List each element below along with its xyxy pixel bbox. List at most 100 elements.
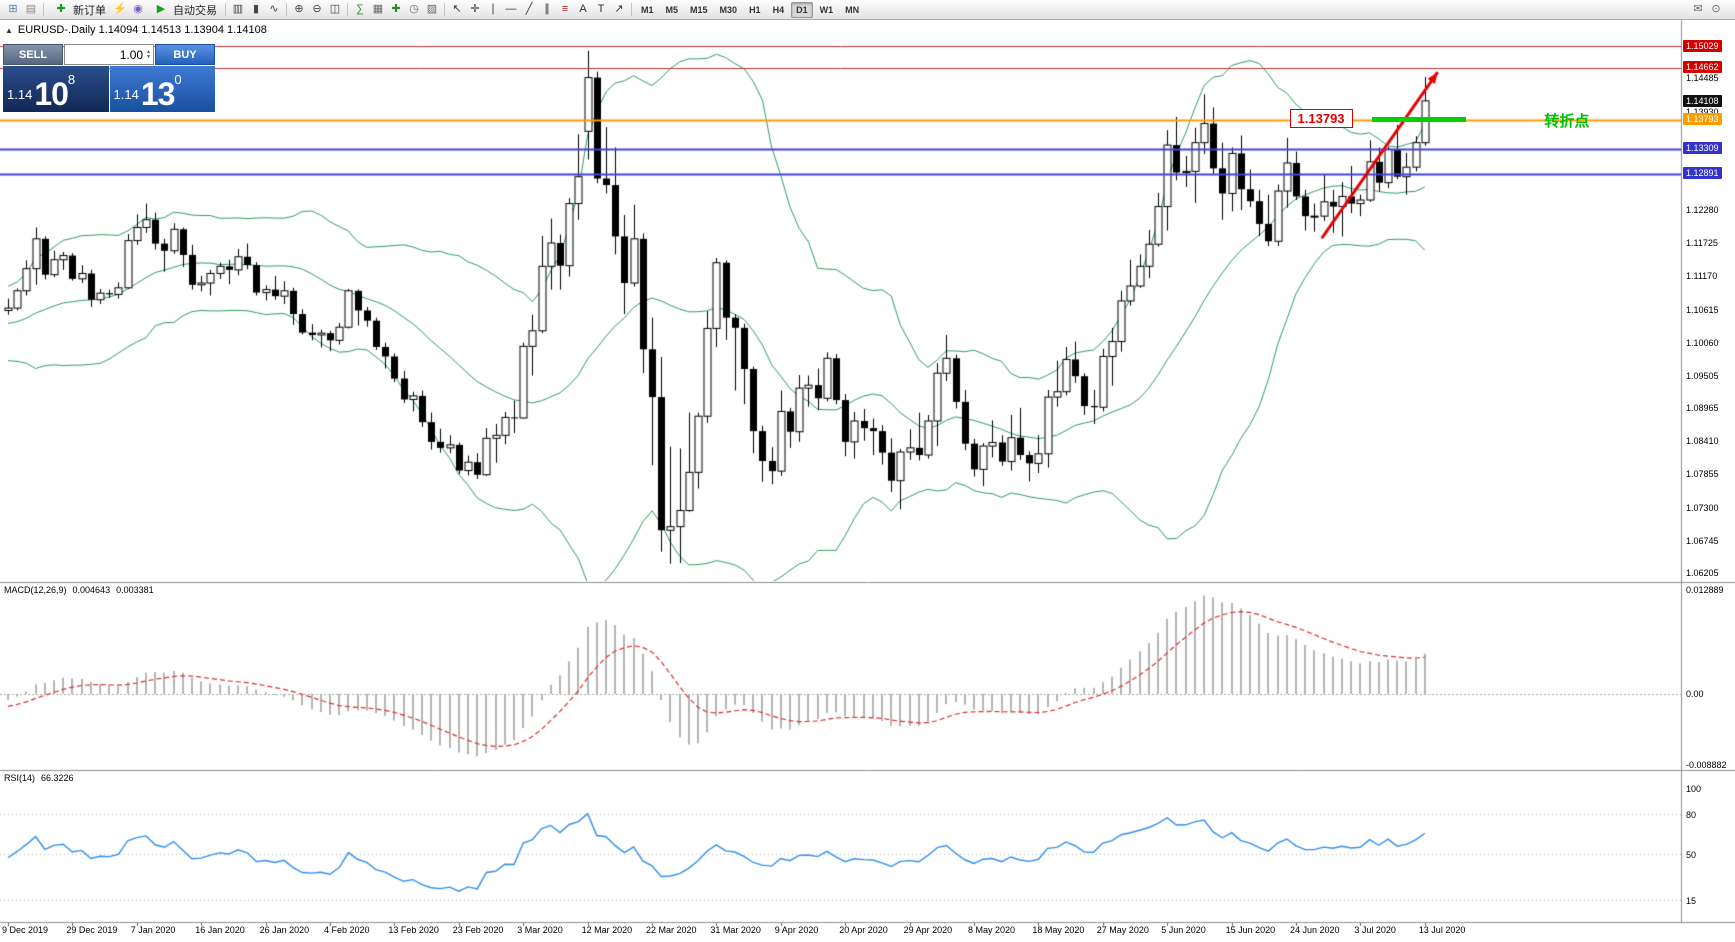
crosshair-icon[interactable]: ✛ bbox=[470, 3, 480, 15]
timeframe-h4[interactable]: H4 bbox=[772, 4, 785, 15]
date-label: 29 Dec 2019 bbox=[66, 925, 118, 935]
equidistant-channel-icon[interactable]: ∥ bbox=[544, 3, 550, 15]
toolbar-right: ✉ ⊙ bbox=[1689, 2, 1731, 18]
date-label: 27 May 2020 bbox=[1096, 925, 1149, 935]
date-label: 12 Mar 2020 bbox=[581, 925, 633, 935]
candlestick-chart-icon[interactable]: ▮ bbox=[252, 3, 260, 15]
volume-input[interactable]: 1.00 ▲ ▼ bbox=[64, 44, 154, 65]
one-click-toggle-icon[interactable]: ▲ bbox=[5, 25, 13, 35]
fibonacci-icon[interactable]: ≡ bbox=[561, 3, 569, 15]
date-label: 9 Apr 2020 bbox=[774, 925, 819, 935]
timeframe-m15[interactable]: M15 bbox=[690, 4, 708, 15]
macd-scale-label: 0.012889 bbox=[1686, 585, 1724, 595]
sell-price-panel[interactable]: 1.14 10 8 bbox=[3, 66, 109, 112]
macd-name: MACD(12,26,9) bbox=[4, 585, 67, 595]
zoom-in-icon[interactable]: ⊕ bbox=[294, 3, 304, 15]
horizontal-line-icon[interactable]: ― bbox=[505, 3, 517, 15]
sell-price-prefix: 1.14 bbox=[7, 87, 33, 102]
sell-price-sup: 8 bbox=[67, 72, 76, 87]
date-label: 26 Jan 2020 bbox=[259, 925, 310, 935]
bar-chart-icon[interactable]: ▥ bbox=[232, 3, 244, 15]
date-label: 23 Feb 2020 bbox=[452, 925, 504, 935]
date-label: 4 Feb 2020 bbox=[324, 925, 370, 935]
timeframe-m5[interactable]: M5 bbox=[665, 4, 679, 15]
periods-icon[interactable]: ◷ bbox=[409, 3, 419, 15]
sell-button[interactable]: SELL bbox=[3, 44, 63, 65]
new-order-button[interactable]: ✚ 新订单 bbox=[47, 2, 111, 18]
line-chart-icon[interactable]: ∿ bbox=[269, 3, 279, 15]
buy-price-prefix: 1.14 bbox=[113, 87, 139, 102]
arrows-icon[interactable]: ↗ bbox=[614, 3, 624, 15]
price-scale-badge: 1.14108 bbox=[1683, 94, 1722, 107]
new-chart-icon[interactable]: ⊞ bbox=[8, 3, 18, 15]
rsi-name: RSI(14) bbox=[4, 773, 36, 783]
price-scale-label: 1.06745 bbox=[1686, 535, 1719, 546]
price-scale-label: 1.06205 bbox=[1686, 567, 1719, 578]
toolbar-separator bbox=[225, 3, 226, 16]
date-label: 8 May 2020 bbox=[968, 925, 1016, 935]
timeframe-m1[interactable]: M1 bbox=[641, 4, 654, 15]
new-order-button-label: 新订单 bbox=[73, 4, 106, 17]
price-scale-badge: 1.12891 bbox=[1683, 167, 1722, 180]
cursor-icon[interactable]: ↖ bbox=[452, 3, 462, 15]
date-label: 31 Mar 2020 bbox=[710, 925, 761, 935]
sell-price-big: 10 bbox=[34, 75, 69, 112]
date-label: 15 Jun 2020 bbox=[1225, 925, 1276, 935]
data-window-icon[interactable]: ▦ bbox=[372, 3, 384, 15]
rsi-scale-label: 100 bbox=[1686, 783, 1702, 794]
date-label: 3 Mar 2020 bbox=[517, 925, 563, 935]
price-scale-label: 1.11170 bbox=[1686, 271, 1718, 282]
price-scale-label: 1.07855 bbox=[1686, 469, 1719, 480]
price-scale-label: 1.08410 bbox=[1686, 436, 1719, 447]
price-scale-label: 1.13930 bbox=[1686, 106, 1719, 117]
toolbar-separator bbox=[631, 3, 632, 16]
timeframe-w1[interactable]: W1 bbox=[819, 4, 834, 15]
mql5-community-icon[interactable]: ◉ bbox=[133, 3, 143, 15]
text-icon[interactable]: A bbox=[579, 3, 587, 15]
price-scale-label: 1.09505 bbox=[1686, 370, 1719, 381]
strategy-tester-icon[interactable]: ⚡ bbox=[113, 3, 127, 15]
date-label: 9 Dec 2019 bbox=[2, 925, 49, 935]
templates-icon[interactable]: ▨ bbox=[426, 3, 438, 15]
rsi-scale-label: 50 bbox=[1686, 849, 1697, 860]
timeframe-mn[interactable]: MN bbox=[845, 4, 860, 15]
indicators-list-icon[interactable]: ∑ bbox=[356, 3, 364, 15]
chat-icon[interactable]: ✉ bbox=[1693, 3, 1703, 15]
autotrading-icon: ▶ bbox=[156, 3, 166, 15]
timeframe-d1[interactable]: D1 bbox=[791, 1, 813, 18]
timeframe-h1[interactable]: H1 bbox=[749, 4, 761, 15]
price-scale-badge: 1.13309 bbox=[1683, 142, 1722, 155]
price-scale-badge: 1.15029 bbox=[1683, 39, 1722, 52]
tile-windows-icon[interactable]: ◫ bbox=[329, 3, 341, 15]
vertical-line-icon[interactable]: ∣ bbox=[490, 3, 496, 15]
pivot-price-label[interactable]: 1.13793 bbox=[1289, 108, 1353, 128]
rsi-scale-label: 15 bbox=[1686, 895, 1697, 906]
spinner-down-icon[interactable]: ▼ bbox=[146, 53, 151, 60]
pivot-highlight-segment[interactable] bbox=[1372, 117, 1467, 123]
profiles-icon[interactable]: ▤ bbox=[25, 3, 37, 15]
price-scale-label: 1.08965 bbox=[1686, 403, 1719, 414]
date-label: 5 Jun 2020 bbox=[1161, 925, 1206, 935]
volume-value: 1.00 bbox=[119, 47, 144, 62]
volume-spinner[interactable]: ▲ ▼ bbox=[146, 48, 151, 60]
date-label: 20 Apr 2020 bbox=[839, 925, 888, 935]
buy-price-panel[interactable]: 1.14 13 0 bbox=[109, 66, 215, 112]
autotrading-button[interactable]: ▶ 自动交易 bbox=[147, 2, 222, 18]
price-scale-badge: 1.14662 bbox=[1683, 61, 1722, 74]
zoom-out-icon[interactable]: ⊖ bbox=[312, 3, 322, 15]
buy-button[interactable]: BUY bbox=[155, 44, 215, 65]
price-scale-label: 1.10060 bbox=[1686, 337, 1719, 348]
macd-main-value: 0.004643 bbox=[72, 585, 111, 595]
price-scale-label: 1.11725 bbox=[1686, 238, 1718, 249]
add-indicator-icon[interactable]: ✚ bbox=[391, 3, 401, 15]
timeframe-m30[interactable]: M30 bbox=[719, 4, 738, 15]
pivot-annotation-text: 转折点 bbox=[1544, 112, 1590, 130]
spinner-up-icon[interactable]: ▲ bbox=[146, 48, 151, 55]
toolbar-main: ⊞ ▤ ✚ 新订单 ⚡ ◉ ▶ 自动交易 ▥ ▮ ∿ ⊕ ⊖ ◫ ∑ ▦ ✚ ◷ ▨ ↖ ✛ ∣ ― ╱ ∥ ≡ A T ↗ M1 M5 M1… bbox=[4, 1, 865, 18]
search-icon[interactable]: ⊙ bbox=[1711, 3, 1721, 15]
trendline-icon[interactable]: ╱ bbox=[525, 3, 533, 15]
text-label-icon[interactable]: T bbox=[597, 3, 605, 15]
date-label: 3 Jul 2020 bbox=[1354, 925, 1396, 935]
